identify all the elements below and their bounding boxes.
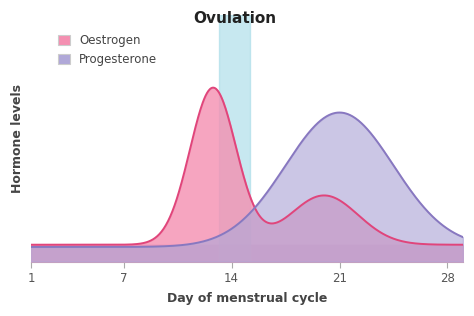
Bar (219, 15, 250, 262)
Y-axis label: Hormone levels: Hormone levels (11, 84, 24, 193)
Legend: Oestrogen, Progesterone: Oestrogen, Progesterone (54, 31, 161, 70)
Text: Ovulation: Ovulation (193, 11, 276, 26)
X-axis label: Day of menstrual cycle: Day of menstrual cycle (167, 292, 327, 305)
